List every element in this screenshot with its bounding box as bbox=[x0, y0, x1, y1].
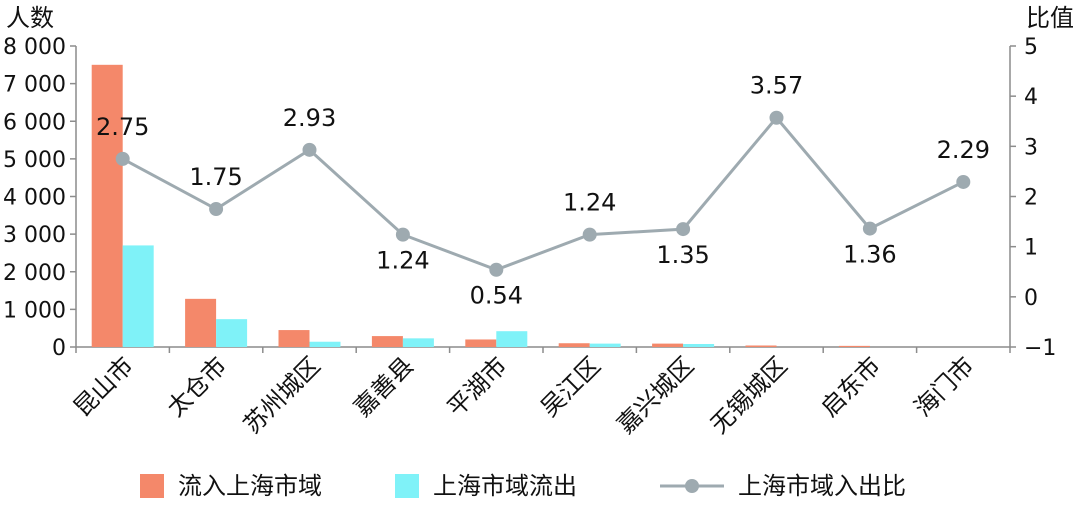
ratio-data-label: 1.36 bbox=[843, 241, 896, 269]
right-tick-label: 2 bbox=[1024, 186, 1038, 211]
legend-inflow-swatch bbox=[140, 474, 164, 498]
ratio-point bbox=[862, 221, 877, 236]
category-label: 海门市 bbox=[909, 351, 980, 422]
outflow-bar bbox=[496, 331, 528, 347]
inflow-bar bbox=[278, 330, 310, 347]
right-tick-label: 1 bbox=[1024, 236, 1038, 261]
outflow-bar bbox=[216, 319, 248, 347]
category-label: 昆山市 bbox=[68, 351, 139, 422]
bars bbox=[91, 64, 870, 347]
category-label: 吴江区 bbox=[535, 351, 606, 422]
category-label: 嘉兴城区 bbox=[612, 351, 700, 439]
left-tick-label: 4 000 bbox=[3, 186, 66, 211]
outflow-bar bbox=[309, 341, 341, 347]
inflow-bar bbox=[465, 339, 497, 347]
ratio-line-path bbox=[121, 115, 964, 272]
left-axis-title: 人数 bbox=[6, 4, 54, 32]
ratio-point bbox=[209, 202, 224, 217]
right-tick-label: −1 bbox=[1024, 336, 1056, 361]
legend: 流入上海市域 上海市域流出 上海市域入出比 bbox=[140, 472, 906, 500]
outflow-bar bbox=[122, 245, 154, 347]
axes: 0 1 000 2 000 3 000 4 000 5 000 6 000 7 000 8 00… bbox=[3, 35, 1056, 361]
category-label: 太仓市 bbox=[162, 351, 233, 422]
category-label: 苏州城区 bbox=[238, 351, 326, 439]
right-axis-title: 比值 bbox=[1026, 4, 1074, 32]
right-tick-label: 4 bbox=[1024, 85, 1038, 110]
ratio-line: 2.75 1.75 2.93 1.24 0.54 1.24 1.35 3.57 1.36 2.29 bbox=[96, 72, 990, 310]
right-tick-label: 0 bbox=[1024, 286, 1038, 311]
legend-ratio-marker bbox=[685, 479, 699, 493]
outflow-bar bbox=[402, 338, 434, 347]
ratio-data-label: 0.54 bbox=[470, 282, 523, 310]
inflow-bar bbox=[838, 345, 870, 347]
left-tick-label: 7 000 bbox=[3, 73, 66, 98]
ratio-point bbox=[302, 142, 317, 157]
ratio-data-label: 1.24 bbox=[563, 189, 616, 217]
ratio-point bbox=[395, 227, 410, 242]
category-label: 嘉善县 bbox=[348, 351, 419, 422]
right-tick-label: 5 bbox=[1024, 35, 1038, 60]
left-tick-label: 8 000 bbox=[3, 35, 66, 60]
inflow-bar bbox=[371, 336, 403, 347]
left-tick-label: 0 bbox=[52, 336, 66, 361]
ratio-point bbox=[115, 151, 130, 166]
right-tick-label: 3 bbox=[1024, 135, 1038, 160]
legend-inflow-label: 流入上海市域 bbox=[178, 472, 322, 500]
ratio-data-label: 3.57 bbox=[750, 72, 803, 100]
inflow-bar bbox=[745, 345, 777, 347]
left-tick-label: 6 000 bbox=[3, 110, 66, 135]
left-tick-label: 2 000 bbox=[3, 261, 66, 286]
left-tick-label: 1 000 bbox=[3, 298, 66, 323]
ratio-data-label: 1.35 bbox=[656, 241, 709, 269]
ratio-point bbox=[676, 222, 691, 237]
ratio-data-label: 2.93 bbox=[283, 104, 336, 132]
category-label: 平湖市 bbox=[442, 351, 513, 422]
outflow-bar bbox=[683, 343, 715, 347]
category-label: 无锡城区 bbox=[705, 351, 793, 439]
ratio-data-label: 1.75 bbox=[189, 163, 242, 191]
ratio-point bbox=[956, 174, 971, 189]
outflow-bar bbox=[589, 343, 621, 347]
ratio-data-label: 2.75 bbox=[96, 113, 149, 141]
inflow-bar bbox=[558, 343, 590, 347]
category-labels: 昆山市 太仓市 苏州城区 嘉善县 平湖市 吴江区 嘉兴城区 无锡城区 启东市 海门市 bbox=[68, 351, 979, 439]
inflow-bar bbox=[185, 298, 217, 347]
ratio-point bbox=[769, 110, 784, 125]
inflow-bar bbox=[652, 343, 684, 347]
ratio-data-label: 2.29 bbox=[937, 136, 990, 164]
legend-outflow-swatch bbox=[395, 474, 419, 498]
legend-outflow-label: 上海市域流出 bbox=[433, 472, 577, 500]
left-tick-label: 5 000 bbox=[3, 148, 66, 173]
category-label: 启东市 bbox=[815, 351, 886, 422]
inflow-bar bbox=[91, 64, 123, 347]
ratio-point bbox=[582, 227, 597, 242]
legend-ratio-label: 上海市域入出比 bbox=[738, 472, 906, 500]
ratio-point bbox=[489, 262, 504, 277]
left-tick-label: 3 000 bbox=[3, 223, 66, 248]
ratio-data-label: 1.24 bbox=[376, 247, 429, 275]
